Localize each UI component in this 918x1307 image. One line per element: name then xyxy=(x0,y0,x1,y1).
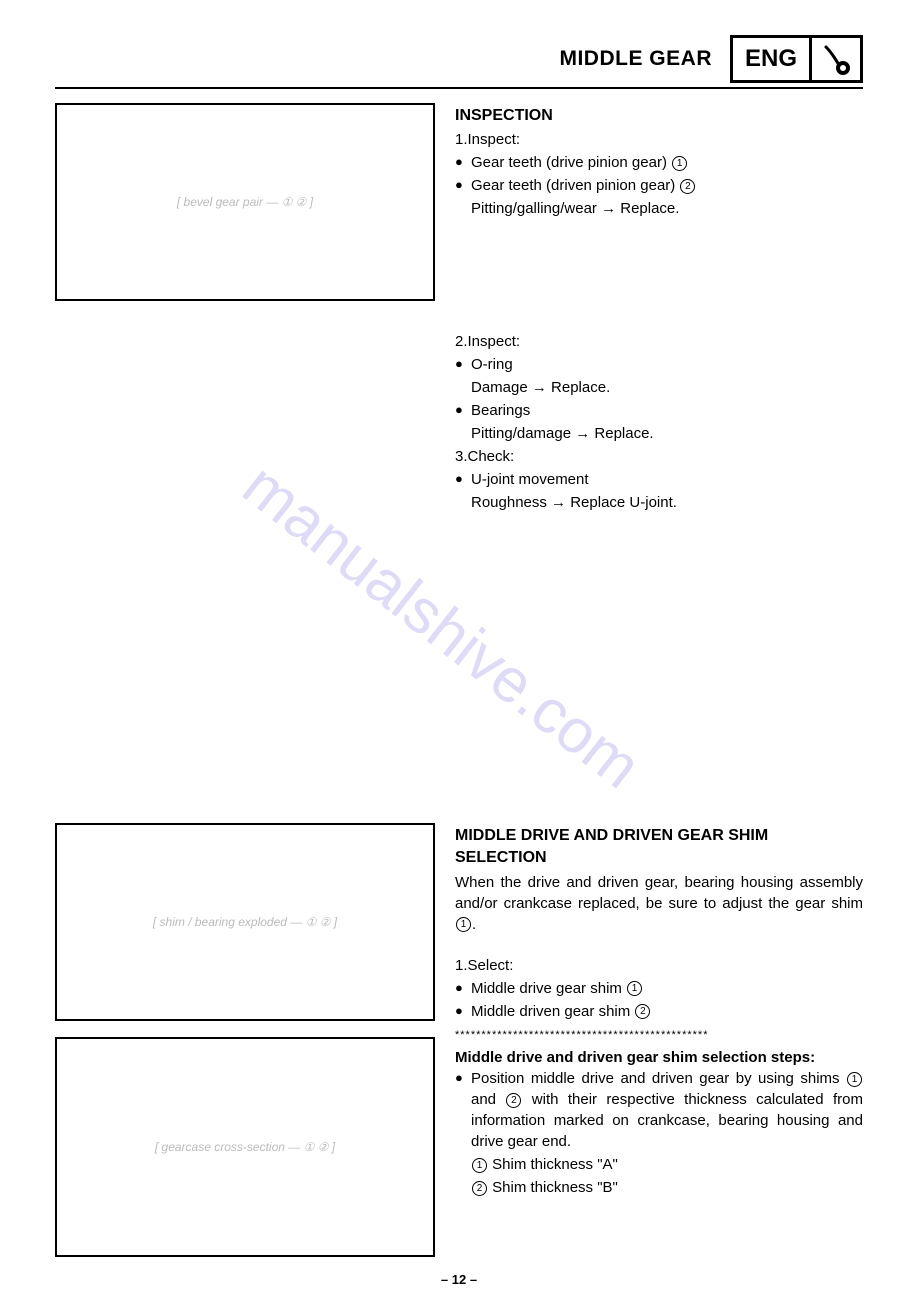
pitting-line: Pitting/galling/wear → Replace. xyxy=(455,198,863,219)
bullet-icon: ● xyxy=(455,1068,471,1088)
bullet-icon: ● xyxy=(455,469,471,489)
circled-2: 2 xyxy=(506,1093,521,1108)
shim-heading: MIDDLE DRIVE AND DRIVEN GEAR SHIM SELECT… xyxy=(455,825,863,870)
bullet-drive-gear: ● Gear teeth (drive pinion gear) 1 xyxy=(455,152,863,173)
sb1: Middle drive gear shim xyxy=(471,980,626,997)
inspect-step-1: 1.Inspect: xyxy=(455,129,863,150)
bullet-driven-gear: ● Gear teeth (driven pinion gear) 2 xyxy=(455,175,863,196)
eng-badge: ENG xyxy=(730,35,863,83)
bullet-drive-gear-text: Gear teeth (drive pinion gear) 1 xyxy=(471,152,863,173)
figure-2-placeholder: [ shim / bearing exploded — ① ② ] xyxy=(153,914,337,931)
inspect-step-2: 2.Inspect: xyxy=(455,331,863,352)
bearings-sub: Pitting/damage → Replace. xyxy=(455,423,863,444)
b1-text: Gear teeth (drive pinion gear) xyxy=(471,154,671,171)
page-number: – 12 – xyxy=(441,1271,477,1289)
shim-body-b: . xyxy=(472,916,476,933)
figure-gears: [ bevel gear pair — ① ② ] xyxy=(55,103,435,301)
circled-1: 1 xyxy=(456,917,471,932)
shim-step-1: 1.Select: xyxy=(455,955,863,976)
circled-2: 2 xyxy=(635,1004,650,1019)
row-inspection-1: [ bevel gear pair — ① ② ] INSPECTION 1.I… xyxy=(55,103,863,301)
shim-body: When the drive and driven gear, bearing … xyxy=(455,872,863,935)
header-title: MIDDLE GEAR xyxy=(559,44,712,73)
p1b: with their respective thickness calculat… xyxy=(471,1091,863,1150)
bullet-icon: ● xyxy=(455,978,471,998)
ujoint-text: U-joint movement xyxy=(471,469,863,490)
ujoint-sub: Roughness → Replace U-joint. xyxy=(455,492,863,513)
row-inspection-2: 2.Inspect: ● O-ring Damage → Replace. ● … xyxy=(55,311,863,515)
figure-shim-exploded: [ shim / bearing exploded — ① ② ] xyxy=(55,823,435,1021)
bullet-bearings: ● Bearings xyxy=(455,400,863,421)
bearings-text: Bearings xyxy=(471,400,863,421)
star-divider: ****************************************… xyxy=(455,1028,863,1043)
p1mid: and xyxy=(471,1091,505,1108)
circled-1: 1 xyxy=(672,156,687,171)
shim-body-a: When the drive and driven gear, bearing … xyxy=(455,874,863,912)
s1: Shim thickness "A" xyxy=(488,1156,618,1173)
bullet-icon: ● xyxy=(455,152,471,172)
bullet-icon: ● xyxy=(455,354,471,374)
drive-shim-text: Middle drive gear shim 1 xyxy=(471,978,863,999)
bullet-driven-gear-text: Gear teeth (driven pinion gear) 2 xyxy=(471,175,863,196)
oring-text: O-ring xyxy=(471,354,863,375)
bullet-icon: ● xyxy=(455,175,471,195)
bullet-oring: ● O-ring xyxy=(455,354,863,375)
sb2: Middle driven gear shim xyxy=(471,1003,634,1020)
oring-sub: Damage → Replace. xyxy=(455,377,863,398)
p1a: Position middle drive and driven gear by… xyxy=(471,1070,846,1087)
bullet-icon: ● xyxy=(455,1001,471,1021)
inspect-step-3: 3.Check: xyxy=(455,446,863,467)
driven-shim-text: Middle driven gear shim 2 xyxy=(471,1001,863,1022)
page-header: MIDDLE GEAR ENG xyxy=(55,35,863,89)
figure-1-placeholder: [ bevel gear pair — ① ② ] xyxy=(177,194,313,211)
circled-1: 1 xyxy=(472,1158,487,1173)
position-text: Position middle drive and driven gear by… xyxy=(471,1068,863,1152)
row-shim: [ shim / bearing exploded — ① ② ] [ gear… xyxy=(55,823,863,1257)
engine-icon xyxy=(812,38,860,80)
circled-1: 1 xyxy=(627,981,642,996)
bullet-drive-shim: ● Middle drive gear shim 1 xyxy=(455,978,863,999)
shim-steps-heading: Middle drive and driven gear shim select… xyxy=(455,1047,863,1068)
b2-text: Gear teeth (driven pinion gear) xyxy=(471,177,679,194)
bullet-ujoint: ● U-joint movement xyxy=(455,469,863,490)
figure-3-placeholder: [ gearcase cross-section — ① ② ] xyxy=(155,1139,335,1156)
circled-2: 2 xyxy=(472,1181,487,1196)
circled-1: 1 xyxy=(847,1072,862,1087)
bullet-icon: ● xyxy=(455,400,471,420)
bullet-driven-shim: ● Middle driven gear shim 2 xyxy=(455,1001,863,1022)
shim-thickness-a: 1 Shim thickness "A" xyxy=(455,1154,863,1175)
figure-crosssection: [ gearcase cross-section — ① ② ] xyxy=(55,1037,435,1257)
circled-2: 2 xyxy=(680,179,695,194)
inspection-heading: INSPECTION xyxy=(455,105,863,127)
bullet-position: ● Position middle drive and driven gear … xyxy=(455,1068,863,1152)
eng-badge-text: ENG xyxy=(733,38,812,80)
